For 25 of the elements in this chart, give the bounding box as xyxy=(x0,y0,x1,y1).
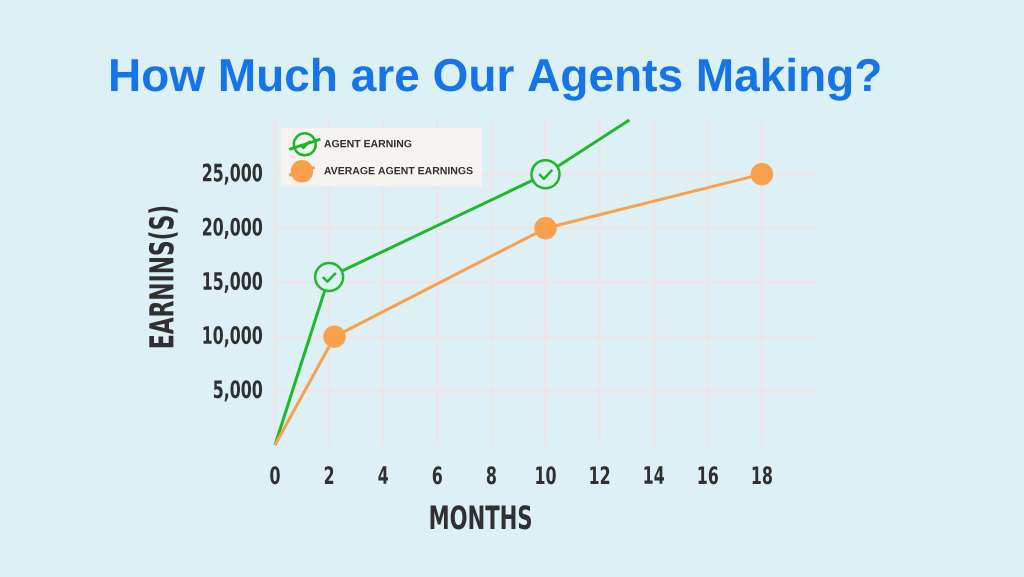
y-tick-label: 25,000 xyxy=(202,163,263,185)
point xyxy=(534,217,557,240)
x-tick-label: 18 xyxy=(752,466,772,485)
y-axis-title: EARNINS(S) xyxy=(148,206,178,348)
y-tick-label: 10,000 xyxy=(203,326,263,348)
x-tick-label: 2 xyxy=(324,466,334,484)
x-tick-label: 16 xyxy=(698,466,718,485)
x-tick-label: 6 xyxy=(432,466,442,485)
x-axis-title: MONTHS xyxy=(430,505,531,530)
y-tick-label: 20,000 xyxy=(202,217,263,239)
x-tick-label: 12 xyxy=(590,466,610,484)
x-tick-label: 8 xyxy=(486,466,496,485)
x-tick-label: 0 xyxy=(270,466,280,485)
x-tick-label: 4 xyxy=(378,466,388,484)
point xyxy=(530,158,561,190)
x-tick-label: 10 xyxy=(536,466,556,485)
point xyxy=(750,162,774,186)
x-tick-label: 14 xyxy=(644,466,664,484)
point xyxy=(323,325,346,348)
y-tick-label: 15,000 xyxy=(203,271,263,294)
y-tick-label: 5,000 xyxy=(213,380,263,402)
point xyxy=(313,261,345,293)
legend-label: AVERAGE AGENT EARNINGS xyxy=(324,166,473,175)
chart-title: How Much are Our Agents Making? xyxy=(111,57,880,101)
legend-label: AGENT EARNING xyxy=(324,139,412,148)
